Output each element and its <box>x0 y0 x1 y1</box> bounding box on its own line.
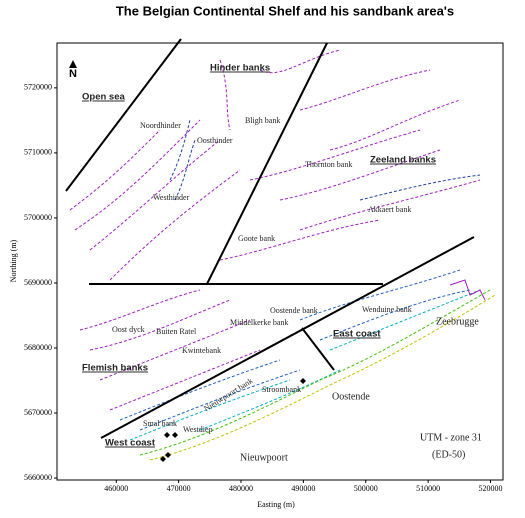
x-tick-label: 490000 <box>291 484 315 493</box>
north-arrow: N <box>69 60 77 80</box>
place-label: Westhinder <box>153 193 190 202</box>
place-label: Nieuwpoort <box>240 452 288 463</box>
harbour-points <box>160 378 306 462</box>
place-label: Noordhinder <box>140 121 181 130</box>
x-tick-label: 510000 <box>416 484 440 493</box>
region-label: Zeeland banks <box>370 155 436 166</box>
region-label: East coast <box>333 329 381 340</box>
region-label: Flemish banks <box>82 363 148 374</box>
place-label: Oostende bank <box>270 306 318 315</box>
place-label: Goote bank <box>238 234 275 243</box>
x-tick-label: 470000 <box>167 484 191 493</box>
place-label: Buiten Ratel <box>156 327 197 336</box>
region-label: West coast <box>105 438 156 449</box>
place-label: Westdiep <box>183 425 213 434</box>
map-title: The Belgian Continental Shelf and his sa… <box>116 3 454 18</box>
x-tick-label: 460000 <box>104 484 128 493</box>
place-label: Bligh bank <box>245 116 280 125</box>
region-label: Hinder banks <box>210 63 270 74</box>
map-frame <box>56 42 504 481</box>
y-tick-label: 5660000 <box>24 473 52 482</box>
place-label: Thornton bank <box>305 160 352 169</box>
place-label: Kwintebank <box>182 346 221 355</box>
x-tick-label: 500000 <box>354 484 378 493</box>
zone-boundaries <box>65 38 475 439</box>
x-tick-label: 480000 <box>229 484 253 493</box>
x-tick-label: 520000 <box>479 484 503 493</box>
bank-contours <box>69 49 496 461</box>
y-tick-label: 5700000 <box>24 213 52 222</box>
y-axis-label: Northing (m) <box>9 239 18 282</box>
y-tick-label: 5670000 <box>24 408 52 417</box>
place-label: Oosthinder <box>197 136 233 145</box>
north-label: N <box>69 68 77 80</box>
y-tick-label: 5710000 <box>24 148 52 157</box>
place-label: UTM - zone 31 <box>420 432 482 443</box>
place-label: Stroombank <box>262 385 301 394</box>
place-label: Zeebrugge <box>436 316 479 327</box>
place-label: Middelkerke bank <box>230 318 288 327</box>
place-label: Wenduine bank <box>362 305 412 314</box>
place-label: Oost dyck <box>112 325 145 334</box>
place-label: Oostende <box>332 391 370 402</box>
region-label: Open sea <box>82 92 125 103</box>
y-tick-label: 5720000 <box>24 83 52 92</box>
x-axis-label: Easting (m) <box>257 500 295 509</box>
place-label: Smal bank <box>143 419 177 428</box>
y-tick-label: 5680000 <box>24 343 52 352</box>
place-label: Akkaert bank <box>368 205 411 214</box>
place-label: (ED-50) <box>432 449 465 460</box>
y-tick-label: 5690000 <box>24 278 52 287</box>
